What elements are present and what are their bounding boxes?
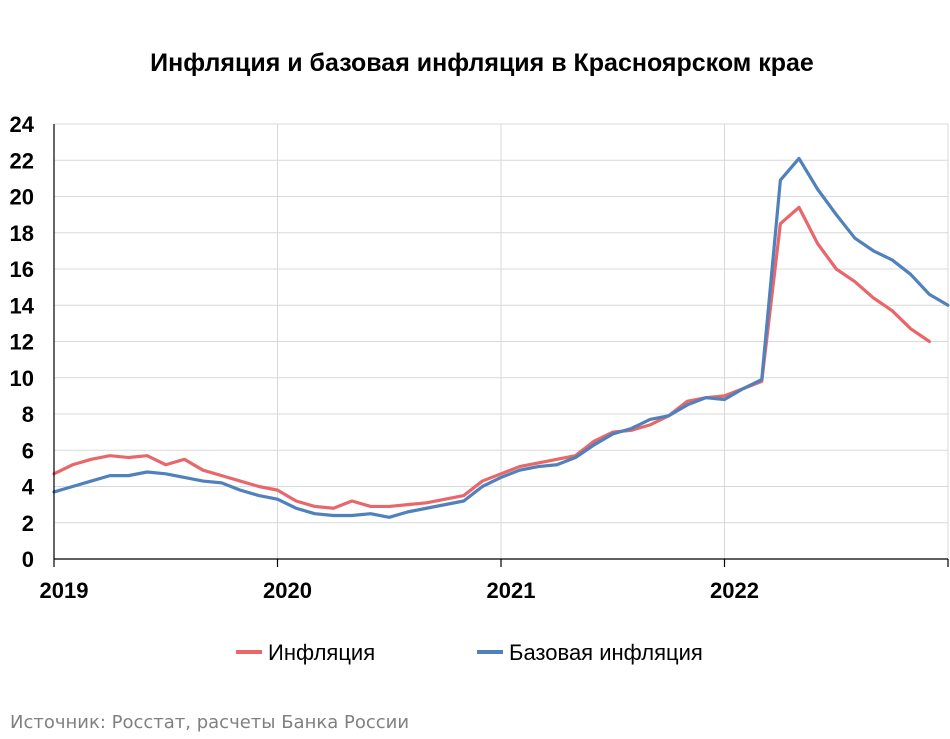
y-tick-label: 0 [22,547,34,572]
legend-label-inflation: Инфляция [268,640,375,665]
chart-title: Инфляция и базовая инфляция в Красноярск… [150,49,814,77]
y-tick-label: 10 [10,366,34,391]
y-tick-label: 12 [10,330,34,355]
y-tick-label: 14 [10,293,35,318]
y-tick-label: 18 [10,221,34,246]
y-tick-label: 16 [10,257,34,282]
y-tick-label: 2 [22,511,34,536]
gridlines [54,123,949,559]
x-tick-label: 2019 [40,578,89,603]
legend: Инфляция Базовая инфляция [236,640,703,665]
legend-label-core-inflation: Базовая инфляция [509,640,703,665]
x-tick-label: 2021 [487,578,536,603]
series-line-core-inflation [52,156,950,519]
series-line-inflation [52,205,931,510]
axes [53,124,948,560]
x-tick-label: 2022 [710,578,759,603]
source-note: Источник: Росстат, расчеты Банка России [10,712,409,733]
x-tick-label: 2020 [263,578,312,603]
y-tick-label: 4 [22,475,35,500]
y-tick-label: 20 [10,185,34,210]
y-tick-label: 24 [10,112,35,137]
series-lines [52,156,950,519]
y-tick-label: 8 [22,402,34,427]
x-axis-ticks: 2019 2020 2021 2022 [40,559,949,603]
y-tick-label: 6 [22,438,34,463]
y-tick-label: 22 [10,148,34,173]
